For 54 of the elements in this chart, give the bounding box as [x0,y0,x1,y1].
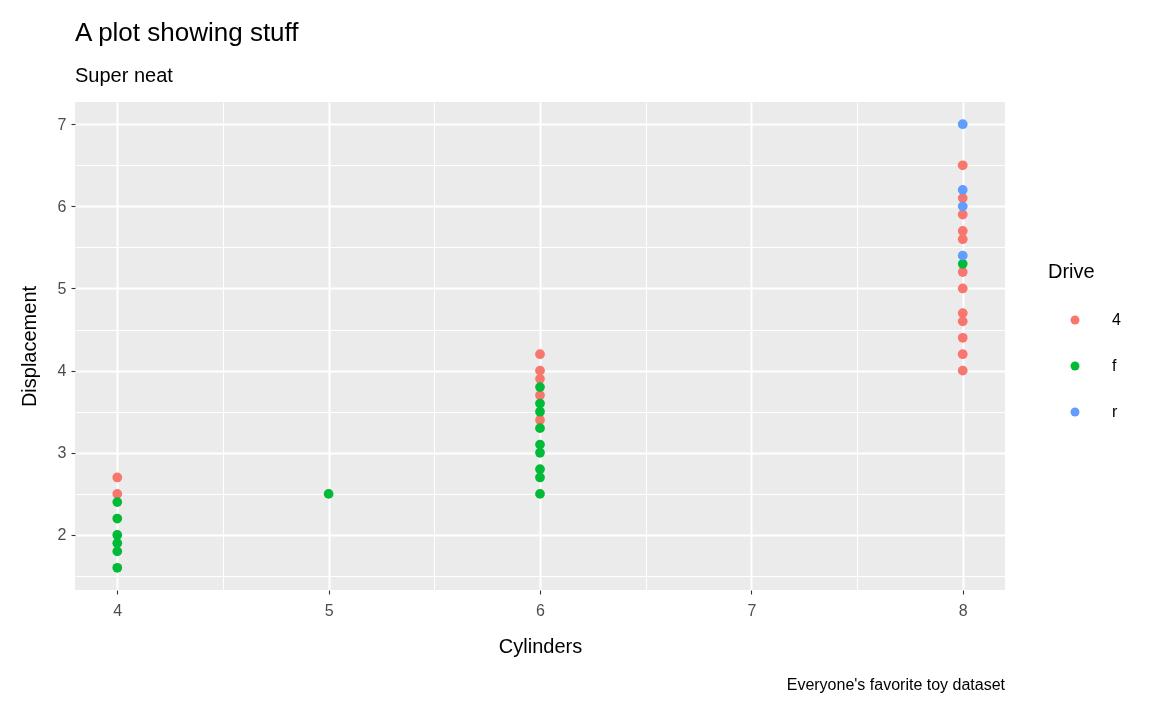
point [535,472,545,483]
point [957,267,968,277]
point [112,472,123,483]
y-tick-label: 4 [57,362,67,380]
point [535,439,545,450]
point [535,464,545,475]
text: Everyone's favorite toy dataset [785,675,1005,695]
point [957,349,968,360]
point [957,201,968,212]
point [112,546,123,557]
point [112,513,123,524]
x-tick-label: 7 [747,601,757,619]
point [112,497,123,507]
legend-label: 4 [1112,311,1121,328]
point [535,398,545,409]
point [957,316,968,327]
legend-label: f [1112,357,1117,374]
x-tick-label: 6 [536,601,546,619]
point [535,423,545,434]
point [535,489,545,499]
point [535,447,545,458]
point [957,250,968,261]
point [112,530,123,540]
point [535,349,545,360]
point [957,283,968,294]
x-tick-label: 8 [958,601,968,619]
point [957,160,968,171]
y-tick-label: 3 [57,444,67,462]
legend-label: r [1112,403,1118,420]
point [112,562,123,573]
point [957,234,968,245]
point [957,308,968,318]
point [323,489,334,499]
point [112,538,123,549]
point [957,185,968,195]
y-tick-label: 6 [57,197,67,215]
y-tick-label: 5 [57,279,67,297]
point [957,365,968,376]
chart-title: A plot showing stuff [75,17,300,47]
point [535,406,545,417]
chart-subtitle: Super neat [75,64,174,86]
y-axis-title: Displacement [17,285,40,408]
legend-title: Drive [1048,260,1095,282]
y-tick-label: 2 [57,526,67,544]
point [957,332,968,343]
point [957,258,968,269]
x-tick-label: 5 [324,601,334,619]
x-tick-label: 4 [113,601,123,619]
point [957,119,968,130]
y-tick-label: 7 [57,115,67,133]
point [535,382,545,392]
point [112,489,123,499]
point [957,226,968,236]
x-axis-title: Cylinders [498,634,583,657]
